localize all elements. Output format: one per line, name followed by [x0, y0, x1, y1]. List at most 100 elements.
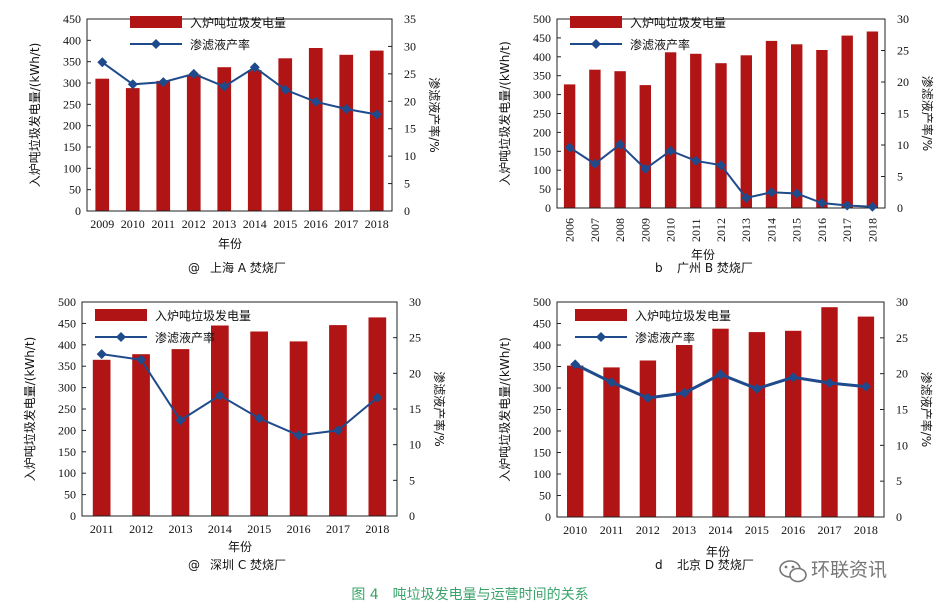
line-point-2013	[741, 192, 752, 203]
line-point-2017	[842, 200, 853, 211]
x-tick-label: 2015	[247, 522, 271, 536]
bar-2017	[329, 325, 347, 516]
panel-title: 广州 B 焚烧厂	[677, 261, 753, 275]
x-tick-label: 2014	[208, 522, 232, 536]
line-point-2012	[188, 68, 199, 79]
bar-2017	[339, 54, 354, 211]
y-axis-title: 入炉吨垃圾发电量/(kWh/t)	[22, 337, 37, 482]
line-point-2010	[665, 145, 676, 156]
figure-caption: 图 4 吨垃圾发电量与运营时间的关系	[351, 587, 588, 603]
line-point-2016	[293, 430, 304, 441]
right-tick-label: 5	[409, 473, 415, 487]
bar-2010	[664, 52, 677, 208]
x-tick-label: 2009	[638, 218, 652, 242]
chart-panel-2: 0 50 100 150 200 250 300 350 400 450 500 0 5 10 15 20 25…	[497, 12, 935, 275]
x-tick-label: 2013	[739, 218, 753, 242]
x-tick-label: 2011	[600, 523, 624, 537]
bar-2018	[866, 31, 879, 208]
legend-bar-label: 入炉吨垃圾发电量	[635, 308, 731, 323]
x-tick-label: 2012	[129, 522, 153, 536]
bar-2011	[603, 367, 620, 517]
left-tick-label: 500	[533, 12, 551, 26]
left-tick-label: 200	[533, 125, 551, 139]
right-tick-label: 20	[409, 366, 421, 380]
bar-2015	[748, 332, 766, 517]
x-tick-label: 2012	[182, 217, 206, 231]
left-tick-label: 50	[539, 182, 551, 196]
bar-2012	[639, 360, 657, 517]
line-point-2014	[766, 187, 777, 198]
bar-2012	[186, 74, 201, 211]
left-tick-label: 200	[58, 423, 76, 437]
x-tick-label: 2008	[613, 218, 627, 242]
legend-bar-label: 入炉吨垃圾发电量	[630, 15, 726, 30]
x-tick-label: 2010	[563, 523, 587, 537]
x-tick-label: 2012	[636, 523, 660, 537]
x-tick-label: 2018	[365, 217, 389, 231]
line-point-2018	[372, 392, 383, 403]
right-tick-label: 0	[896, 510, 902, 524]
left-tick-label: 250	[533, 403, 551, 417]
line-point-2013	[219, 81, 230, 92]
line-point-2015	[280, 84, 291, 95]
bar-2016	[289, 341, 308, 516]
right-tick-label: 10	[404, 149, 416, 163]
chart-panel-3: 0 50 100 150 200 250 300 350 400 450 500 0 5 10 15 20 25…	[22, 295, 447, 572]
left-tick-label: 150	[533, 446, 551, 460]
line-point-2014	[214, 390, 225, 401]
bar-2015	[250, 331, 268, 516]
x-tick-label: 2011	[151, 217, 175, 231]
y2-axis-title: 渗滤液产率/%	[920, 76, 935, 151]
legend-line-marker	[116, 332, 126, 342]
left-tick-label: 300	[58, 381, 76, 395]
bar-2010	[567, 365, 584, 517]
right-tick-label: 20	[896, 367, 908, 381]
right-tick-label: 30	[896, 295, 908, 309]
line-point-2015	[791, 188, 802, 199]
bar-2018	[857, 316, 875, 517]
bar-2014	[247, 70, 262, 211]
right-tick-label: 10	[897, 138, 909, 152]
x-tick-label: 2016	[304, 217, 328, 231]
legend-bar-label: 入炉吨垃圾发电量	[155, 308, 251, 323]
line-point-2017	[824, 378, 835, 388]
right-tick-label: 0	[404, 204, 410, 218]
bar-2015	[791, 44, 803, 208]
x-tick-label: 2014	[764, 218, 778, 242]
right-tick-label: 25	[897, 44, 909, 58]
x-tick-label: 2016	[815, 218, 829, 242]
x-tick-label: 2013	[212, 217, 236, 231]
left-tick-label: 100	[63, 161, 81, 175]
bar-2012	[132, 354, 150, 516]
watermark: 环联资讯	[779, 559, 887, 583]
line-point-2011	[96, 349, 107, 360]
y2-axis-title: 渗滤液产率/%	[427, 77, 442, 152]
right-tick-label: 15	[409, 402, 421, 416]
line-point-2018	[867, 201, 878, 212]
x-tick-label: 2009	[90, 217, 114, 231]
left-tick-label: 50	[539, 489, 551, 503]
legend-line-label: 渗滤液产率	[190, 37, 250, 52]
bar-2018	[368, 317, 387, 516]
legend-line-marker	[151, 39, 161, 49]
left-tick-label: 150	[58, 445, 76, 459]
bar-2013	[217, 67, 232, 211]
line-point-2013	[175, 415, 186, 426]
right-tick-label: 25	[896, 331, 908, 345]
x-tick-label: 2017	[840, 218, 854, 242]
x-tick-label: 2017	[334, 217, 358, 231]
legend-bar-swatch	[95, 309, 147, 321]
x-tick-label: 2017	[326, 522, 350, 536]
panel-mark: @	[188, 261, 200, 275]
x-tick-label: 2010	[664, 218, 678, 242]
x-tick-label: 2016	[781, 523, 805, 537]
right-tick-label: 15	[404, 122, 416, 136]
plot-frame	[81, 301, 398, 517]
x-tick-label: 2014	[243, 217, 267, 231]
x-tick-label: 2015	[273, 217, 297, 231]
right-tick-label: 5	[896, 474, 902, 488]
left-tick-label: 100	[533, 467, 551, 481]
legend-bar-swatch	[130, 16, 182, 28]
right-tick-label: 10	[409, 438, 421, 452]
